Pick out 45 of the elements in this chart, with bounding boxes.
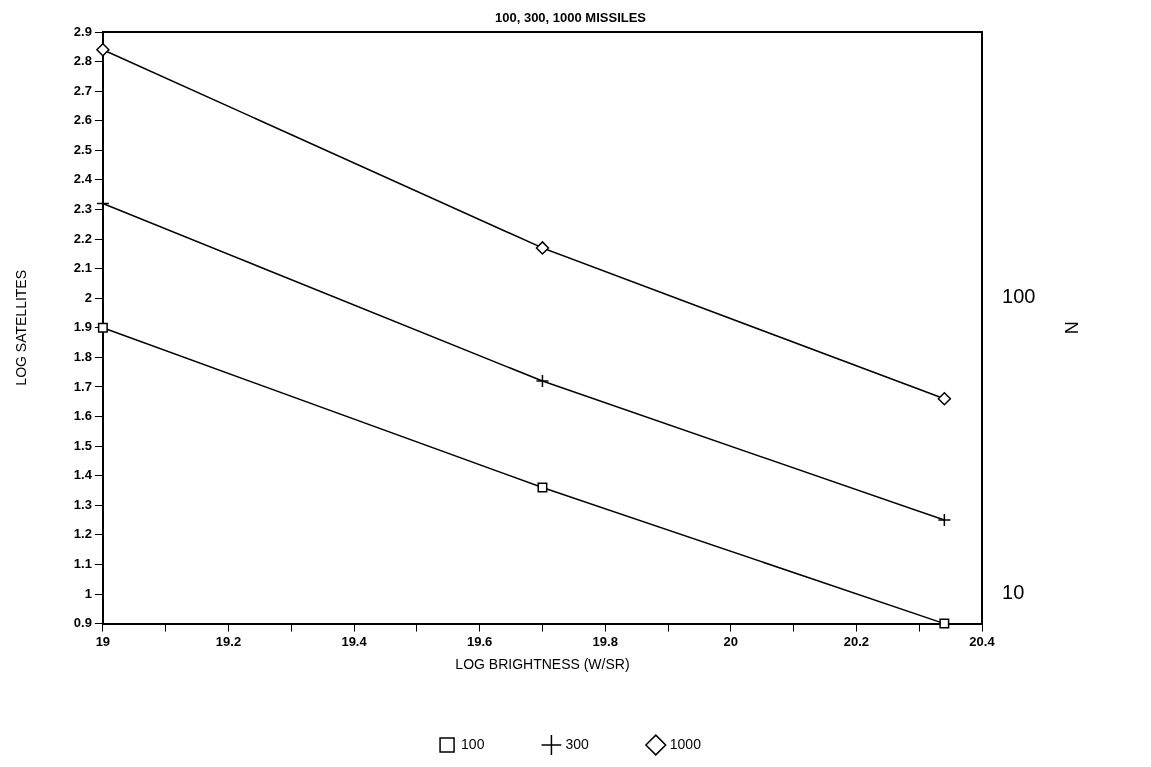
y-tick-label: 1.1 (73, 556, 92, 572)
x-tick-label: 19.2 (215, 633, 242, 649)
y2-tick-label: 100 (1002, 285, 1036, 308)
y-tick-label: 1.6 (73, 408, 92, 424)
y-tick-label: 1.4 (73, 467, 93, 483)
x-tick-label: 20.2 (843, 633, 870, 649)
x-axis-title: LOG BRIGHTNESS (W/SR) (455, 656, 630, 673)
y-tick-label: 2.9 (73, 23, 92, 39)
x-tick-label: 19.8 (592, 633, 618, 649)
point (937, 392, 952, 406)
y-tick-label: 1.3 (73, 496, 92, 512)
y-tick-label: 2.3 (73, 201, 92, 217)
point (535, 241, 550, 255)
y-tick-label: 2.1 (73, 260, 92, 276)
y-tick-label: 1.9 (73, 319, 92, 335)
y-tick-label: 2.2 (73, 230, 92, 246)
y-tick-label: 1.8 (73, 348, 92, 364)
point (535, 374, 550, 388)
legend-label: 300 (565, 735, 589, 752)
chart-title: 100, 300, 1000 MISSILES (494, 9, 647, 25)
y-tick-label: 2.4 (73, 171, 93, 187)
y-tick-label: 0.9 (73, 615, 92, 631)
y-tick-label: 2 (84, 289, 92, 305)
y-tick-label: 2.6 (73, 112, 92, 128)
y-tick-label: 2.8 (73, 53, 92, 69)
y-tick-label: 2.5 (73, 141, 92, 157)
y-axis-title: LOG SATELLITES (13, 269, 30, 386)
y-tick-label: 1.7 (73, 378, 92, 394)
legend-label: 1000 (669, 735, 702, 752)
y-tick-label: 2.7 (73, 82, 92, 98)
legend-label: 100 (461, 735, 485, 752)
x-tick-label: 19.6 (467, 633, 493, 649)
y-tick-label: 1 (84, 585, 92, 601)
x-tick-label: 19.4 (341, 633, 368, 649)
point (939, 618, 950, 629)
x-tick-label: 19 (95, 633, 111, 649)
x-tick-label: 20.4 (969, 633, 996, 649)
point (96, 43, 110, 57)
x-tick-label: 20 (723, 633, 739, 649)
point (937, 513, 952, 527)
y-tick-label: 1.5 (73, 437, 92, 453)
y2-tick-label: 10 (1002, 580, 1025, 603)
y-tick-label: 1.2 (73, 526, 92, 542)
point (537, 482, 548, 493)
y2-axis-title: N (1061, 321, 1082, 335)
